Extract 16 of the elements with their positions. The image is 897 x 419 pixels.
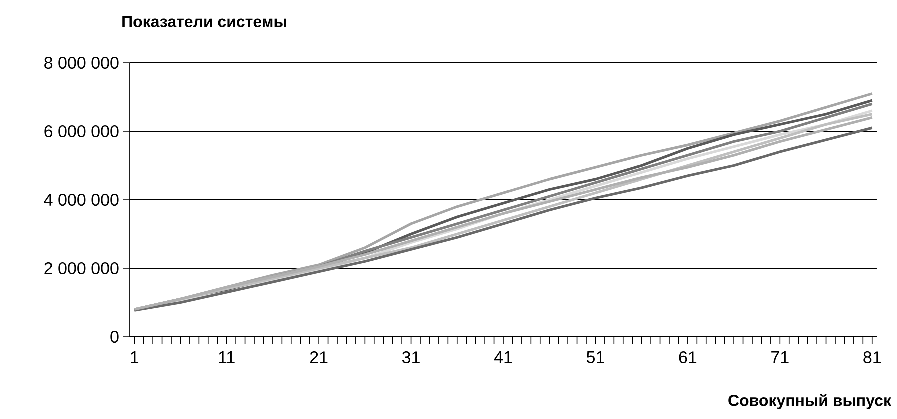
x-tick-label: 11 — [219, 352, 235, 364]
x-tick-label: 51 — [586, 352, 604, 364]
y-axis-title: Показатели системы — [122, 16, 286, 28]
y-tick-label: 6 000 000 — [44, 125, 119, 138]
x-tick-label: 61 — [679, 352, 697, 364]
x-tick-label: 31 — [402, 352, 420, 364]
y-tick-label: 0 — [110, 330, 119, 344]
x-tick-label: 1 — [131, 352, 139, 364]
x-tick-label: 21 — [310, 352, 328, 364]
y-tick-label: 8 000 000 — [44, 56, 119, 70]
y-tick-label: 4 000 000 — [44, 194, 119, 206]
x-tick-label: 81 — [864, 352, 881, 364]
x-tick-label: 71 — [772, 352, 789, 364]
x-tick-label: 41 — [494, 352, 512, 364]
y-tick-label: 2 000 000 — [44, 262, 119, 275]
x-axis-title: Совокупный выпуск — [728, 394, 892, 410]
